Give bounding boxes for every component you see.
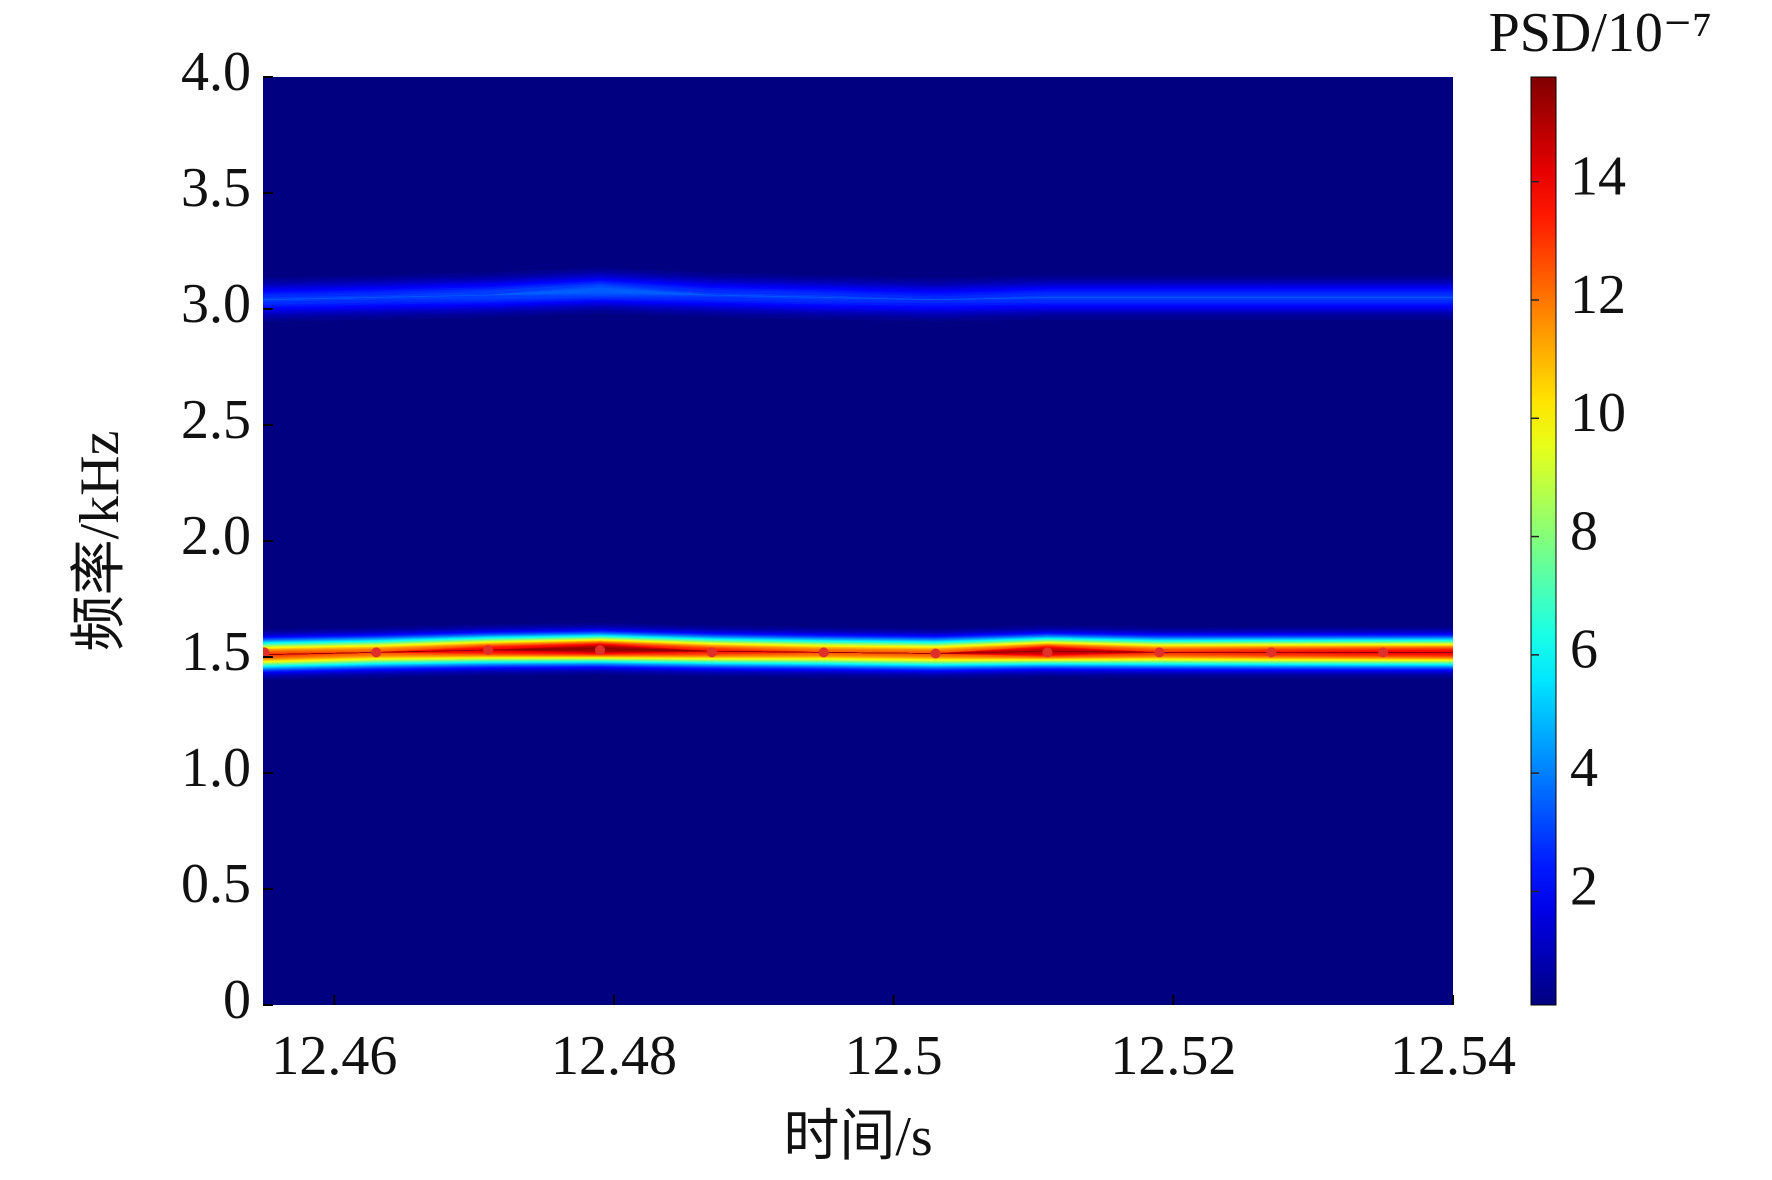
colorbar-tick-label: 8 — [1570, 500, 1598, 562]
x-tick-label: 12.48 — [551, 1025, 677, 1087]
y-tick-label: 1.0 — [181, 737, 251, 799]
y-tick-label: 0.5 — [181, 853, 251, 915]
ridge-point — [1266, 647, 1277, 658]
colorbar-tick-label: 12 — [1570, 264, 1626, 326]
ridge-point — [706, 647, 717, 658]
band-contour — [263, 287, 1453, 300]
colorbar-tick-label: 14 — [1570, 146, 1626, 208]
x-tick-label: 12.52 — [1110, 1025, 1236, 1087]
y-tick-label: 2.5 — [181, 389, 251, 451]
ridge-point — [595, 645, 606, 656]
band — [263, 267, 1453, 322]
band-contour — [263, 285, 1453, 300]
x-tick-label: 12.5 — [845, 1025, 943, 1087]
x-tick-label: 12.54 — [1390, 1025, 1516, 1087]
y-axis-title: 频率/kHz — [69, 431, 131, 652]
y-tick-label: 3.5 — [181, 157, 251, 219]
ridge-point — [263, 647, 270, 658]
colorbar — [1530, 76, 1557, 1006]
band-contour — [263, 647, 1453, 655]
background — [263, 77, 1453, 1005]
ridge-point — [371, 647, 382, 658]
ridge-point — [818, 647, 829, 658]
colorbar-tick-label: 2 — [1570, 855, 1598, 917]
colorbar-tick-label: 6 — [1570, 619, 1598, 681]
y-tick-label: 1.5 — [181, 621, 251, 683]
colorbar-tick-label: 4 — [1570, 737, 1598, 799]
ridge-point — [1042, 647, 1053, 658]
plot-area — [263, 77, 1453, 1005]
colorbar-title: PSD/10⁻⁷ — [1489, 2, 1712, 64]
band-contour — [263, 283, 1453, 302]
x-axis-title: 时间/s — [783, 1106, 932, 1168]
x-tick-label: 12.46 — [271, 1025, 397, 1087]
y-tick-label: 2.0 — [181, 505, 251, 567]
colorbar-tick-label: 10 — [1570, 382, 1626, 444]
ridge-point — [1378, 647, 1389, 658]
y-tick-label: 3.0 — [181, 273, 251, 335]
y-tick-label: 0 — [223, 969, 251, 1031]
y-tick-label: 4.0 — [181, 41, 251, 103]
ridge-point — [930, 648, 941, 659]
ridge-point — [483, 645, 494, 656]
ridge-point — [1154, 647, 1165, 658]
